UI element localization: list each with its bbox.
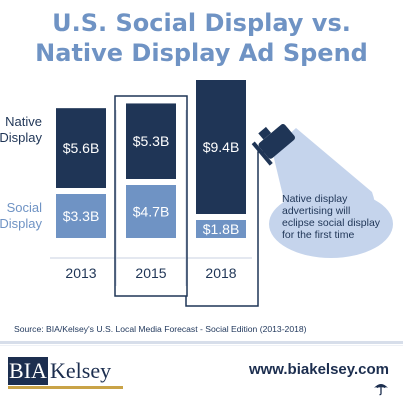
bars-layer (50, 80, 266, 307)
umbrella-icon (374, 384, 388, 396)
biakelsey-logo-wordmark: Kelsey (50, 358, 112, 383)
website-link[interactable]: www.biakelsey.com (248, 361, 389, 378)
label-social-2018: $1.8B (203, 221, 240, 237)
annotation-line-2: advertising will (282, 205, 350, 217)
bar-native-2015 (126, 103, 176, 179)
logo-underline (8, 386, 123, 389)
annotation-line-4: for the first time (282, 229, 355, 241)
highlight-frame-2015 (114, 95, 188, 297)
label-native-2018: $9.4B (203, 139, 240, 155)
label-social-2015: $4.7B (133, 204, 170, 220)
spotlight-pool (269, 190, 393, 258)
footer-divider-light (0, 345, 403, 346)
annotation-line-1: Native display (282, 193, 348, 205)
projector-icon (251, 123, 295, 166)
label-native-2013: $5.6B (63, 140, 100, 156)
legend-social-line-1: Social (7, 200, 43, 215)
biakelsey-logo-mark: BIA (8, 357, 48, 385)
category-label-2015: 2015 (135, 265, 166, 281)
chart-title-line-2: Native Display Ad Spend (35, 39, 368, 67)
legend-native-line-1: Native (5, 114, 42, 129)
footer-divider (0, 341, 403, 344)
spotlight-layer (251, 123, 393, 258)
legend-native-line-2: Display (0, 130, 42, 145)
label-social-2013: $3.3B (63, 208, 100, 224)
annotation-line-3: eclipse social display (282, 217, 381, 229)
category-label-2018: 2018 (205, 265, 236, 281)
label-native-2015: $5.3B (133, 133, 170, 149)
projector-body (258, 123, 295, 159)
projector-rim (251, 141, 273, 166)
bar-social-2015 (126, 185, 176, 238)
stacked-bar-chart: $3.3B $5.6B 2013 $4.7B $5.3B 2015 $1.8B $9.4B 20… (0, 80, 393, 307)
category-label-2013: 2013 (65, 265, 96, 281)
labels-layer: $3.3B $5.6B 2013 $4.7B $5.3B 2015 $1.8B $9.4B 20… (0, 114, 381, 281)
bar-social-2013 (56, 194, 106, 238)
projector-knob (258, 126, 272, 140)
chart-title-line-1: U.S. Social Display vs. (52, 9, 351, 37)
source-note: Source: BIA/Kelsey's U.S. Local Media Fo… (14, 324, 307, 334)
bar-native-2013 (56, 108, 106, 188)
legend-social-line-2: Display (0, 216, 42, 231)
connector-line (185, 151, 266, 307)
bar-social-2018 (196, 220, 246, 238)
bar-native-2018 (196, 80, 246, 214)
